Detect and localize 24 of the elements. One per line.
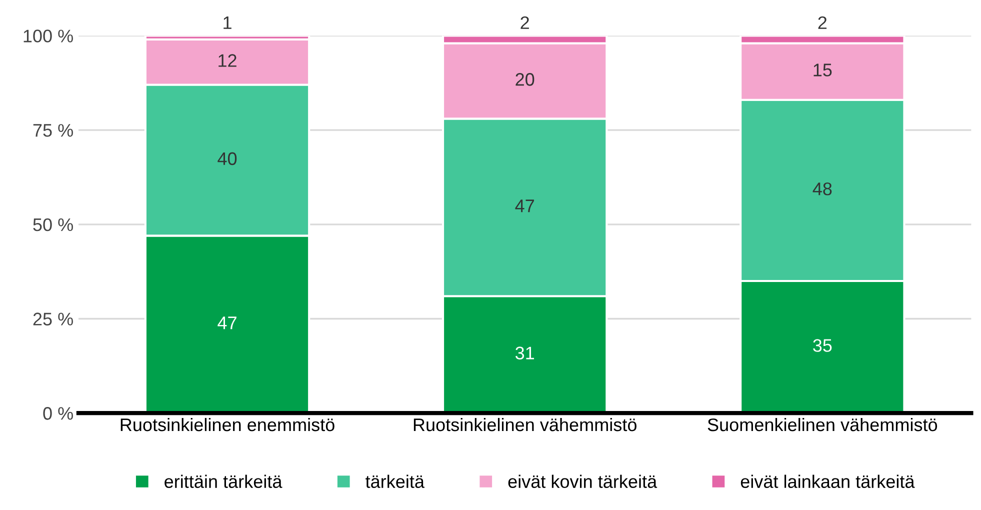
x-tick-label: Ruotsinkielinen vähemmistö bbox=[414, 418, 636, 432]
legend-label: eivät lainkaan tärkeitä bbox=[740, 474, 915, 488]
y-tick-label: 100 % bbox=[24, 30, 73, 42]
data-label: 35 bbox=[813, 339, 832, 352]
legend-label: erittäin tärkeitä bbox=[164, 474, 282, 488]
data-label: 20 bbox=[516, 73, 534, 86]
legend-label: tärkeitä bbox=[366, 474, 424, 488]
data-label: 2 bbox=[818, 16, 827, 29]
data-label: 1 bbox=[224, 16, 232, 29]
data-label: 12 bbox=[218, 54, 236, 67]
data-label: 31 bbox=[515, 346, 534, 360]
data-label: 15 bbox=[814, 64, 832, 76]
y-tick-label: 50 % bbox=[33, 218, 73, 232]
data-label: 2 bbox=[520, 16, 529, 29]
x-tick-label: Ruotsinkielinen enemmistö bbox=[120, 418, 334, 432]
data-label: 48 bbox=[812, 182, 832, 196]
y-tick-label: 75 % bbox=[33, 124, 73, 137]
data-label: 47 bbox=[515, 200, 534, 212]
y-tick-label: 0 % bbox=[43, 407, 73, 420]
data-label: 40 bbox=[218, 152, 237, 166]
data-label: 47 bbox=[218, 316, 236, 330]
x-tick-label: Suomenkielinen vähemmistö bbox=[708, 418, 938, 432]
y-tick-label: 25 % bbox=[33, 312, 73, 326]
legend-label: eivät kovin tärkeitä bbox=[508, 474, 658, 488]
